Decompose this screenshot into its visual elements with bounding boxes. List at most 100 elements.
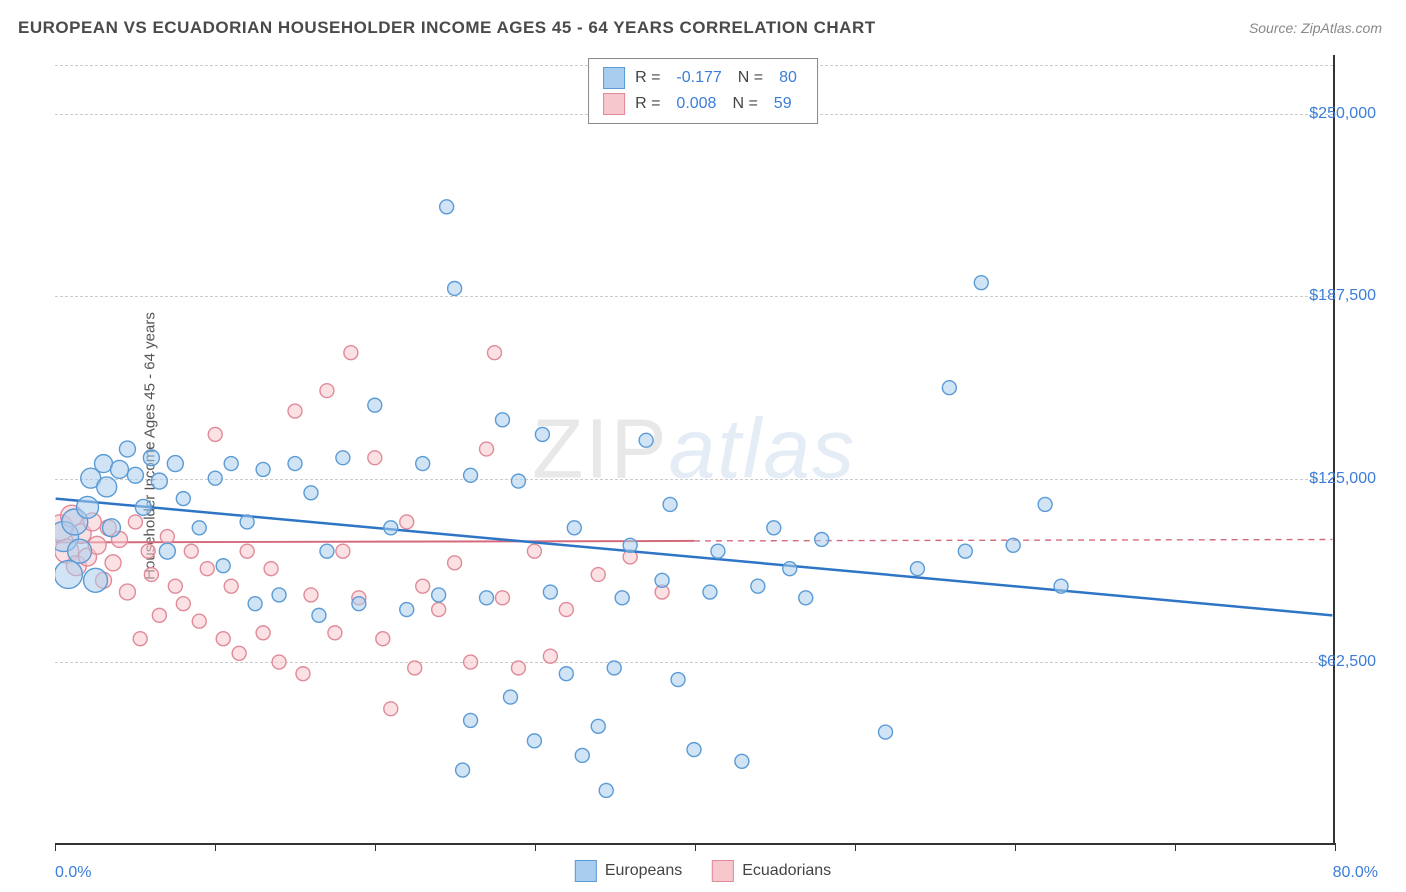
ecuadorians-point <box>304 588 318 602</box>
europeans-point <box>216 559 230 573</box>
europeans-point <box>103 519 121 537</box>
legend-item-ecuadorians: Ecuadorians <box>712 860 831 882</box>
ecuadorians-point <box>232 646 246 660</box>
europeans-point <box>368 398 382 412</box>
europeans-point <box>352 597 366 611</box>
europeans-point <box>799 591 813 605</box>
europeans-point <box>496 413 510 427</box>
ecuadorians-point <box>133 632 147 646</box>
europeans-point <box>119 441 135 457</box>
ecuadorians-point <box>432 603 446 617</box>
europeans-point <box>1006 538 1020 552</box>
y-tick-label: $125,000 <box>1309 470 1376 488</box>
europeans-point <box>97 477 117 497</box>
ecuadorians-point <box>176 597 190 611</box>
europeans-point <box>224 457 238 471</box>
europeans-point <box>159 543 175 559</box>
europeans-point <box>464 468 478 482</box>
x-tick <box>375 843 376 851</box>
r-label: R = <box>635 95 660 113</box>
europeans-point <box>615 591 629 605</box>
x-tick <box>55 843 56 851</box>
ecuadorians-point <box>288 404 302 418</box>
europeans-point <box>639 433 653 447</box>
ecuadorians-swatch <box>603 93 625 115</box>
x-tick <box>855 843 856 851</box>
scatter-plot-svg <box>55 55 1333 843</box>
ecuadorians-point <box>376 632 390 646</box>
series-legend: Europeans Ecuadorians <box>575 860 831 882</box>
europeans-point <box>208 471 222 485</box>
europeans-point <box>735 754 749 768</box>
europeans-point <box>1054 579 1068 593</box>
europeans-point <box>320 544 334 558</box>
y-tick-label: $250,000 <box>1309 105 1376 123</box>
europeans-point <box>511 474 525 488</box>
europeans-point <box>480 591 494 605</box>
europeans-point <box>312 608 326 622</box>
europeans-point <box>958 544 972 558</box>
europeans-point <box>711 544 725 558</box>
ecuadorians-point <box>344 346 358 360</box>
europeans-point <box>272 588 286 602</box>
ecuadorians-point <box>328 626 342 640</box>
ecuadorians-point <box>511 661 525 675</box>
source-attribution: Source: ZipAtlas.com <box>1249 20 1382 36</box>
ecuadorians-label: Ecuadorians <box>742 862 831 880</box>
ecuadorians-point <box>160 530 174 544</box>
ecuadorians-point <box>488 346 502 360</box>
ecuadorians-point <box>320 384 334 398</box>
ecuadorians-point <box>464 655 478 669</box>
europeans-point <box>77 496 99 518</box>
europeans-point <box>84 568 108 592</box>
europeans-point <box>1038 497 1052 511</box>
ecuadorians-point <box>559 603 573 617</box>
europeans-point <box>143 450 159 466</box>
ecuadorians-point <box>240 544 254 558</box>
ecuadorians-point <box>224 579 238 593</box>
ecuadorians-point <box>591 568 605 582</box>
europeans-point <box>95 455 113 473</box>
n-label: N = <box>732 95 757 113</box>
ecuadorians-n-value: 59 <box>774 95 792 113</box>
europeans-point <box>942 381 956 395</box>
europeans-point <box>767 521 781 535</box>
europeans-point <box>240 515 254 529</box>
europeans-point <box>543 585 557 599</box>
europeans-point <box>384 521 398 535</box>
europeans-point <box>127 467 143 483</box>
europeans-point <box>815 532 829 546</box>
europeans-point <box>400 603 414 617</box>
ecuadorians-point <box>128 515 142 529</box>
europeans-point <box>879 725 893 739</box>
europeans-point <box>416 457 430 471</box>
ecuadorians-r-value: 0.008 <box>676 95 716 113</box>
europeans-point <box>655 573 669 587</box>
ecuadorians-point <box>543 649 557 663</box>
europeans-point <box>535 427 549 441</box>
ecuadorians-point <box>200 562 214 576</box>
europeans-point <box>432 588 446 602</box>
ecuadorians-point <box>192 614 206 628</box>
europeans-point <box>671 673 685 687</box>
legend-row-europeans: R = -0.177 N = 80 <box>603 65 803 91</box>
europeans-point <box>599 783 613 797</box>
europeans-point <box>607 661 621 675</box>
europeans-swatch <box>603 67 625 89</box>
ecuadorians-point <box>152 608 166 622</box>
ecuadorians-swatch <box>712 860 734 882</box>
legend-item-europeans: Europeans <box>575 860 682 882</box>
europeans-point <box>256 462 270 476</box>
chart-title: EUROPEAN VS ECUADORIAN HOUSEHOLDER INCOM… <box>18 18 876 38</box>
europeans-point <box>176 492 190 506</box>
ecuadorians-point <box>119 584 135 600</box>
ecuadorians-point <box>256 626 270 640</box>
europeans-point <box>503 690 517 704</box>
ecuadorians-point <box>408 661 422 675</box>
ecuadorians-point <box>144 568 158 582</box>
x-tick <box>1015 843 1016 851</box>
ecuadorians-point <box>272 655 286 669</box>
plot-area: ZIPatlas <box>55 55 1335 845</box>
ecuadorians-point <box>496 591 510 605</box>
ecuadorians-point <box>184 544 198 558</box>
